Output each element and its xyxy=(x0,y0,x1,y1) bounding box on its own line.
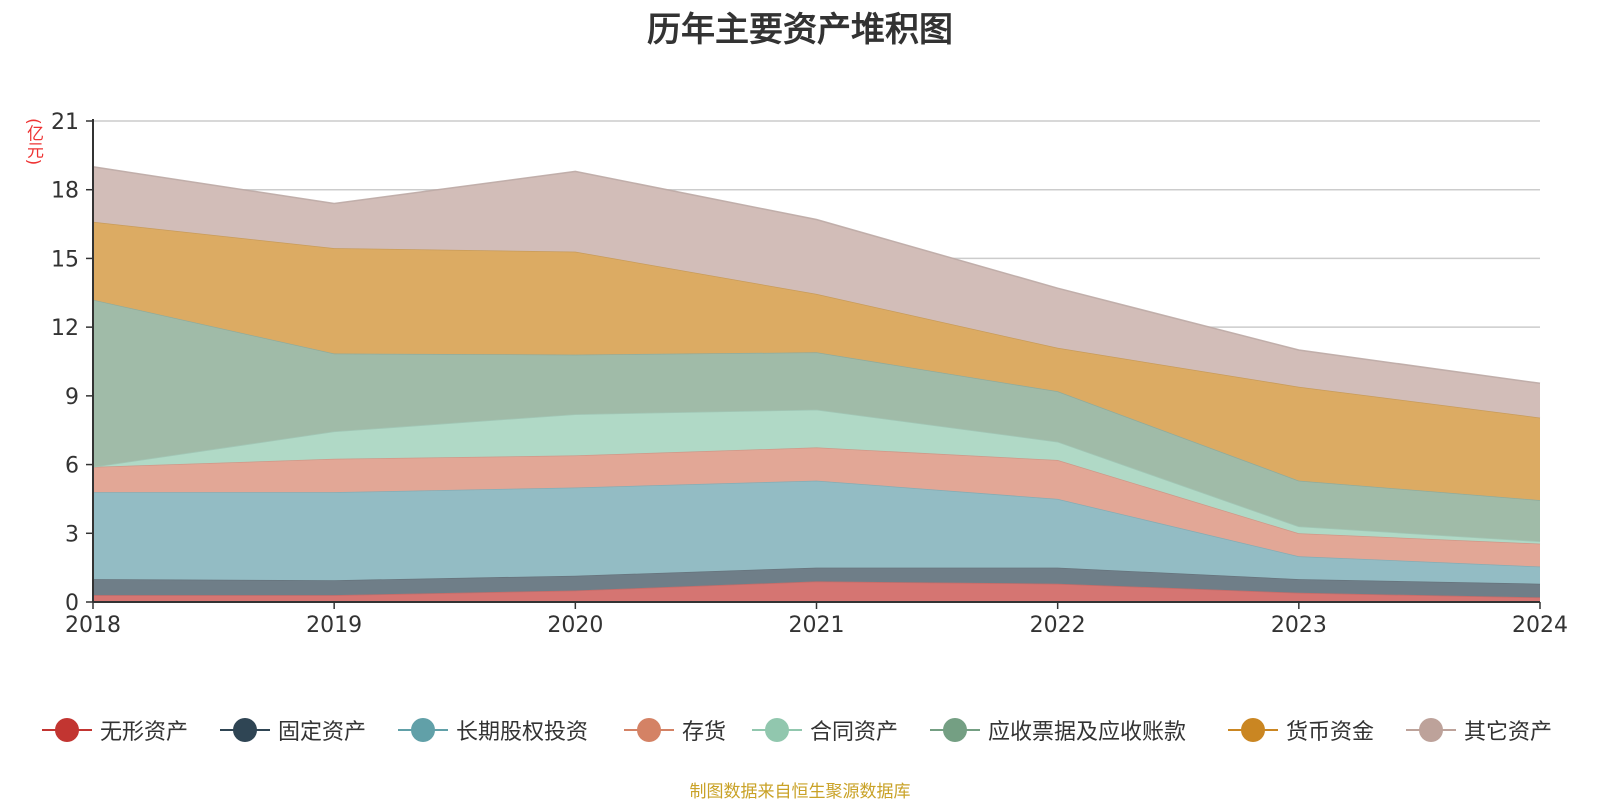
area-series-7 xyxy=(93,166,1540,418)
y-tick-label: 0 xyxy=(65,591,79,616)
area-series-6 xyxy=(93,221,1540,501)
y-tick-label: 12 xyxy=(51,316,79,341)
x-tick-label: 2021 xyxy=(789,613,845,638)
y-axis-unit-label: (亿元) xyxy=(23,118,43,166)
legend-marker-icon xyxy=(398,715,448,745)
legend-marker-icon xyxy=(752,715,802,745)
legend-item[interactable]: 其它资产 xyxy=(1406,712,1552,748)
legend-item[interactable]: 合同资产 xyxy=(752,712,898,748)
legend-dot xyxy=(637,718,661,742)
legend-item[interactable]: 固定资产 xyxy=(220,712,366,748)
area-series-3 xyxy=(93,447,1540,567)
legend-label: 无形资产 xyxy=(100,720,189,745)
legend-label: 固定资产 xyxy=(278,720,367,745)
legend-label: 其它资产 xyxy=(1464,720,1553,745)
legend-dot xyxy=(55,718,79,742)
area-series-4 xyxy=(93,409,1540,544)
legend-dot xyxy=(765,718,789,742)
source-note: 制图数据来自恒生聚源数据库 xyxy=(689,782,911,802)
legend-label: 存货 xyxy=(682,720,727,745)
area-series-edge-7 xyxy=(92,166,1541,385)
x-tick-label: 2023 xyxy=(1271,613,1327,638)
x-tick-label: 2020 xyxy=(547,613,603,638)
legend-label: 应收票据及应收账款 xyxy=(988,720,1187,745)
area-series-2 xyxy=(93,480,1540,584)
legend-item[interactable]: 存货 xyxy=(624,712,726,748)
legend-item[interactable]: 无形资产 xyxy=(42,712,188,748)
legend-dot xyxy=(943,718,967,742)
legend-dot xyxy=(233,718,257,742)
chart-title: 历年主要资产堆积图 xyxy=(647,10,953,50)
x-tick-label: 2018 xyxy=(65,613,121,638)
legend-dot xyxy=(1419,718,1443,742)
legend-item[interactable]: 货币资金 xyxy=(1228,712,1374,748)
area-series-0 xyxy=(93,581,1540,602)
area-series-5 xyxy=(93,299,1540,542)
legend-label: 长期股权投资 xyxy=(456,720,589,745)
legend-dot xyxy=(1241,718,1265,742)
legend-marker-icon xyxy=(1228,715,1278,745)
y-tick-label: 6 xyxy=(65,454,79,479)
tick-labels: 0 3 6 9 12 15 18 21 2018 2019 2020 2021 2022 2023 2024 xyxy=(51,110,1568,638)
area-series-1 xyxy=(93,567,1540,598)
x-tick-label: 2019 xyxy=(306,613,362,638)
legend-label: 合同资产 xyxy=(810,720,899,745)
y-tick-label: 3 xyxy=(65,522,79,547)
axes xyxy=(86,119,1541,609)
legend-marker-icon xyxy=(1406,715,1456,745)
x-tick-label: 2024 xyxy=(1512,613,1568,638)
legend-marker-icon xyxy=(220,715,270,745)
legend-marker-icon xyxy=(930,715,980,745)
y-tick-label: 18 xyxy=(51,179,79,204)
y-tick-label: 21 xyxy=(51,110,79,135)
legend-item[interactable]: 应收票据及应收账款 xyxy=(930,712,1186,748)
legend-label: 货币资金 xyxy=(1286,720,1375,745)
legend-marker-icon xyxy=(42,715,92,745)
x-tick-label: 2022 xyxy=(1030,613,1086,638)
y-tick-label: 9 xyxy=(65,385,79,410)
y-tick-label: 15 xyxy=(51,247,79,272)
legend-dot xyxy=(411,718,435,742)
area-series-layer xyxy=(92,166,1541,602)
legend-marker-icon xyxy=(624,715,674,745)
legend-item[interactable]: 长期股权投资 xyxy=(398,712,588,748)
legend: 无形资产 固定资产 长期股权投资 存货 合同资产 应收票据及应收账款 货币资金 其它资产 xyxy=(0,712,1600,748)
